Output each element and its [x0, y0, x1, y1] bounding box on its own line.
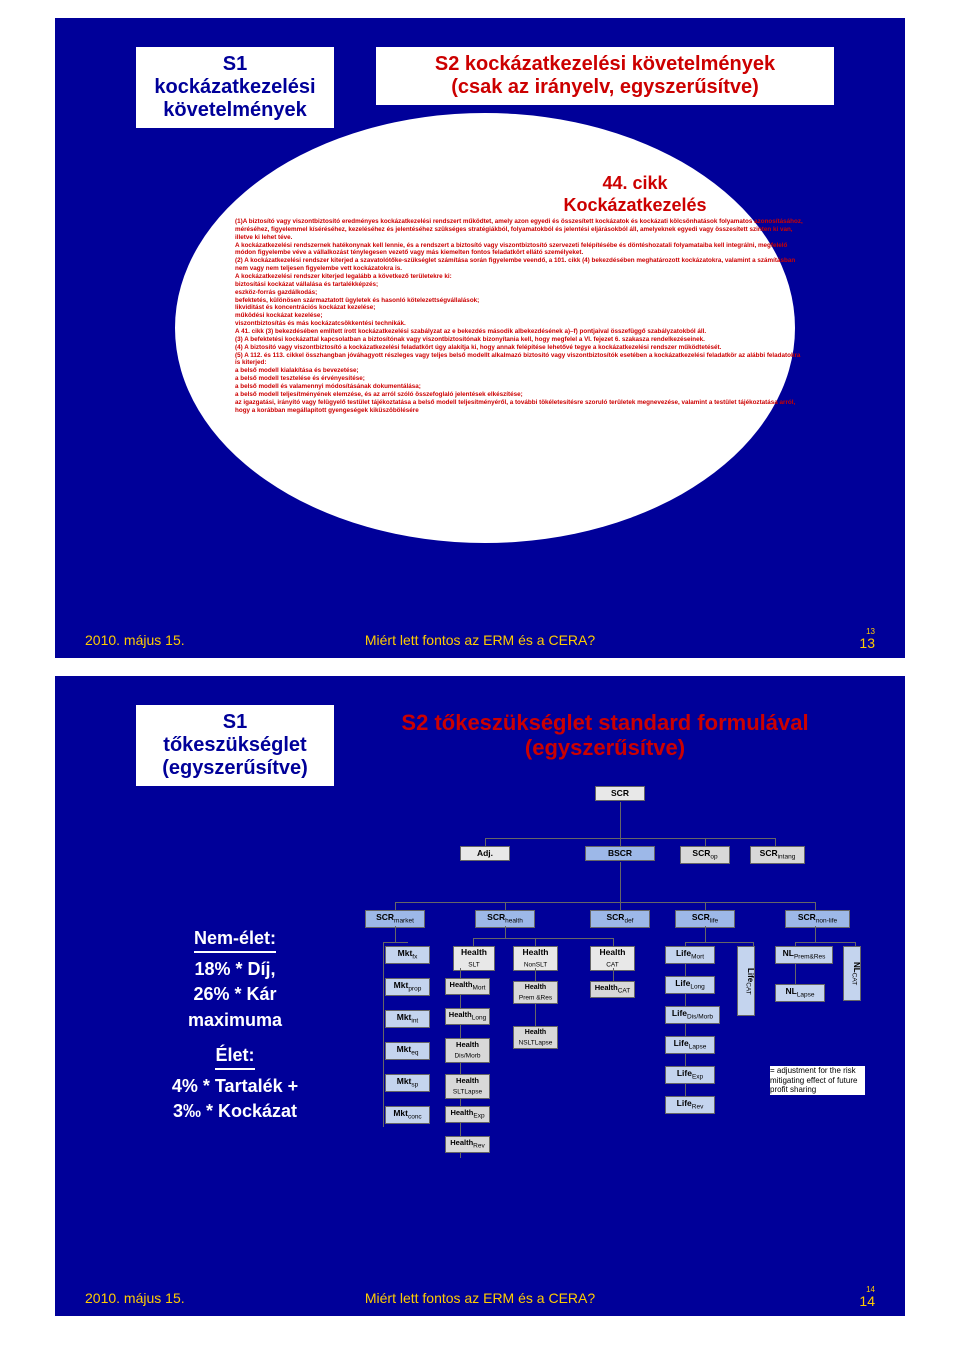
node-lcat: LifeCAT [737, 946, 755, 1016]
node-mkteq: Mkteq [385, 1042, 430, 1060]
bubble-title: 44. cikk Kockázatkezelés [455, 173, 815, 216]
node-bscr: BSCR [585, 846, 655, 861]
bt-l1: 44. cikk [455, 173, 815, 195]
footer-title: Miért lett fontos az ERM és a CERA? [365, 632, 595, 648]
bt-l2: Kockázatkezelés [455, 195, 815, 217]
node-ldm: LifeDis/Morb [665, 1006, 720, 1024]
s2-title-2: S2 tőkeszükséglet standard formulával (e… [365, 704, 845, 767]
s1-l2: kockázatkezelési [146, 76, 324, 99]
node-scr: SCR [595, 786, 645, 801]
node-mktfx: Mktfx [385, 946, 430, 964]
s1-l1: S1 [146, 53, 324, 76]
adjustment-note: = adjustment for the risk mitigating eff… [770, 1066, 865, 1095]
s1-callout-2: S1 tőkeszükséglet (egyszerűsítve) [135, 704, 335, 787]
slide-14: S1 tőkeszükséglet (egyszerűsítve) S2 tők… [55, 676, 905, 1316]
node-lexp: LifeExp [665, 1066, 715, 1084]
slide-13: S1 kockázatkezelési követelmények S2 koc… [55, 18, 905, 658]
bubble-body: (1)A biztosító vagy viszontbiztosító ere… [235, 218, 807, 414]
footer-title-2: Miért lett fontos az ERM és a CERA? [365, 1290, 595, 1306]
node-mktprop: Mktprop [385, 978, 430, 996]
s1-callout: S1 kockázatkezelési követelmények [135, 46, 335, 129]
node-llong: LifeLong [665, 976, 715, 994]
elet-head: Élet: [215, 1043, 254, 1070]
node-hmort: HealthMort [445, 978, 490, 995]
node-mktint: Mktint [385, 1010, 430, 1028]
node-scrdef: SCRdef [590, 910, 650, 928]
footer-date: 2010. május 15. [85, 632, 185, 648]
node-scrop: SCRop [680, 846, 730, 864]
node-hcat2: HealthCAT [590, 981, 635, 998]
node-hrev: HealthRev [445, 1136, 490, 1153]
node-mktconc: Mktconc [385, 1106, 430, 1124]
node-adj: Adj. [460, 846, 510, 861]
left-formula: Nem-élet: 18% * Díj, 26% * Kár maximuma … [135, 926, 335, 1124]
node-hnsltl: HealthNSLTLapse [513, 1026, 558, 1049]
node-hlong: HealthLong [445, 1008, 490, 1025]
node-hsltl: HealthSLTLapse [445, 1074, 490, 1099]
node-llapse: LifeLapse [665, 1036, 715, 1054]
scr-tree: SCR Adj. BSCR SCRop SCRintang SCRmarket … [365, 786, 875, 1266]
s2-l2: (csak az irányelv, egyszerűsítve) [386, 76, 824, 99]
node-nlcat: NLCAT [843, 946, 861, 1001]
s2-callout: S2 kockázatkezelési követelmények (csak … [375, 46, 835, 106]
footer-page: 13 13 [859, 622, 875, 650]
s1-l3: követelmények [146, 99, 324, 122]
footer-date-2: 2010. május 15. [85, 1290, 185, 1306]
node-scrnon: SCRnon-life [785, 910, 850, 928]
node-nlpr: NLPrem&Res [775, 946, 833, 964]
node-hpr: HealthPrem &Res [513, 981, 558, 1004]
node-nllapse: NLLapse [775, 984, 825, 1002]
s2-l1: S2 kockázatkezelési követelmények [386, 53, 824, 76]
node-hdm: HealthDis/Morb [445, 1038, 490, 1063]
nem-elet-head: Nem-élet: [194, 926, 276, 953]
node-lmort: LifeMort [665, 946, 715, 964]
node-mktsp: Mktsp [385, 1074, 430, 1092]
node-scrintang: SCRintang [750, 846, 805, 864]
footer-page-2: 14 14 [859, 1280, 875, 1308]
node-lrev: LifeRev [665, 1096, 715, 1114]
node-hexp: HealthExp [445, 1106, 490, 1123]
